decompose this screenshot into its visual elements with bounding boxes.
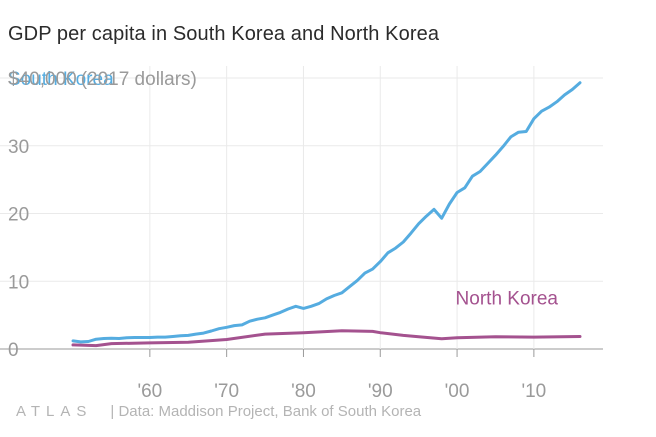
chart-title: GDP per capita in South Korea and North …: [8, 23, 440, 45]
atlas-logo[interactable]: ATLAS: [16, 403, 93, 420]
north-korea-line[interactable]: [71, 329, 582, 348]
label-layer: South Korea North Korea: [8, 69, 558, 309]
data-source: | Data: Maddison Project, Bank of South …: [110, 403, 422, 420]
y-tick-label: $40,000: [8, 69, 77, 90]
footer: ATLAS | Data: Maddison Project, Bank of S…: [16, 403, 421, 420]
south-korea-line[interactable]: [71, 81, 582, 344]
grid-layer: [0, 66, 603, 357]
y-tick-label: 20: [8, 205, 29, 226]
north-korea-label: North Korea: [456, 288, 559, 309]
x-tick-label: '80: [291, 381, 316, 402]
y-axis-unit: (2017 dollars): [81, 69, 197, 90]
series-layer: [71, 81, 582, 348]
x-tick-label: '00: [445, 381, 470, 402]
x-tick-label: '90: [368, 381, 393, 402]
x-tick-label: '60: [137, 381, 162, 402]
tick-layer: 0 10 20 30 $40,000 (2017 dollars) '60 '70 '80 '90…: [8, 69, 546, 402]
y-tick-label: 0: [8, 340, 19, 361]
y-tick-label: 30: [8, 137, 29, 158]
x-tick-label: '10: [521, 381, 546, 402]
y-tick-label: 10: [8, 272, 29, 293]
x-tick-label: '70: [214, 381, 239, 402]
south-korea-label: South Korea: [8, 69, 114, 90]
